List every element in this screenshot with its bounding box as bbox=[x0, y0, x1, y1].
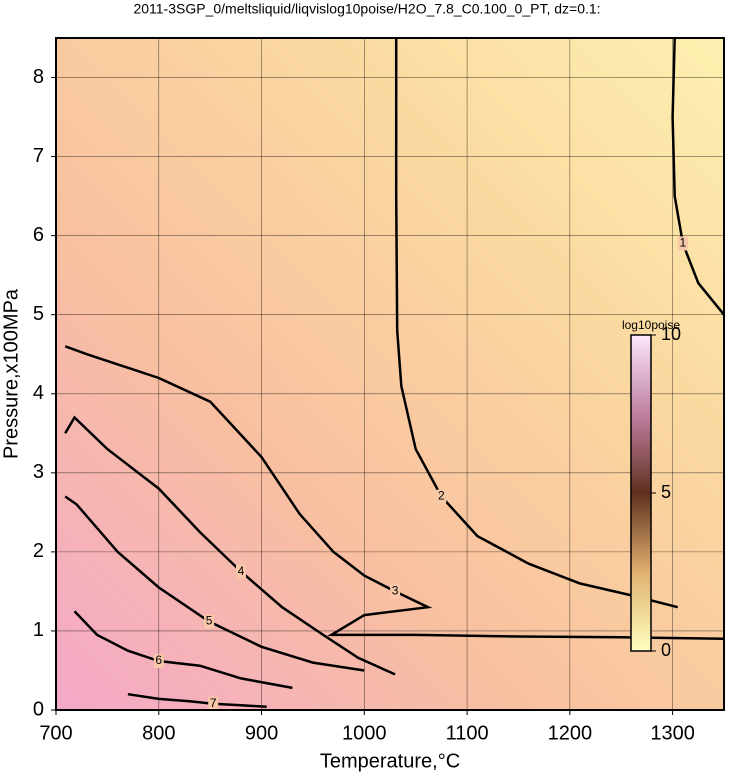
x-tick-label: 1100 bbox=[446, 722, 489, 744]
colorbar-tick-label: 0 bbox=[661, 640, 671, 660]
y-tick-label: 5 bbox=[33, 303, 44, 325]
y-tick-label: 1 bbox=[33, 619, 44, 641]
y-axis-label: Pressure,x100MPa bbox=[0, 288, 22, 459]
colorbar-label: log10poise bbox=[622, 318, 680, 332]
y-tick-label: 6 bbox=[33, 224, 44, 246]
contour-label: 2 bbox=[438, 489, 445, 503]
y-tick-label: 0 bbox=[33, 698, 44, 720]
contour-label-bg bbox=[204, 614, 215, 629]
contour-label: 7 bbox=[210, 696, 217, 710]
y-tick-label: 4 bbox=[33, 382, 44, 404]
x-tick-label: 900 bbox=[245, 722, 278, 744]
contour-line bbox=[671, 37, 725, 316]
contour-label-bg bbox=[235, 564, 246, 579]
y-tick-label: 8 bbox=[33, 66, 44, 88]
colorbar-tick-label: 10 bbox=[661, 324, 681, 344]
contour-label: 1 bbox=[680, 236, 687, 250]
contour-line bbox=[64, 495, 365, 672]
x-tick-label: 1000 bbox=[342, 722, 387, 744]
y-tick-label: 2 bbox=[33, 540, 44, 562]
contour-label-bg bbox=[436, 489, 447, 504]
x-tick-label: 1200 bbox=[548, 722, 593, 744]
plot-frame bbox=[55, 37, 725, 711]
x-tick-label: 1300 bbox=[650, 722, 695, 744]
contour-label-bg bbox=[153, 653, 164, 668]
plot-background bbox=[56, 38, 724, 710]
contour-label: 6 bbox=[155, 653, 162, 667]
contour-label-bg bbox=[677, 236, 688, 251]
contour-line bbox=[127, 692, 267, 709]
x-tick-label: 700 bbox=[39, 722, 72, 744]
y-tick-label: 7 bbox=[33, 145, 44, 167]
y-tick-label: 3 bbox=[33, 461, 44, 483]
x-axis-label: Temperature,°C bbox=[320, 750, 460, 772]
colorbar bbox=[630, 334, 652, 652]
contour-label: 5 bbox=[206, 614, 213, 628]
contour-label-bg bbox=[390, 584, 401, 599]
colorbar-tick-label: 5 bbox=[661, 482, 671, 502]
chart-title: 2011-3SGP_0/meltsliquid/liqvislog10poise… bbox=[133, 1, 600, 17]
x-tick-label: 800 bbox=[142, 722, 175, 744]
contour-label-bg bbox=[208, 696, 219, 711]
contour-label: 3 bbox=[392, 584, 399, 598]
contour-line bbox=[64, 345, 725, 641]
contour-line bbox=[64, 415, 396, 676]
contour-label: 4 bbox=[238, 564, 245, 578]
